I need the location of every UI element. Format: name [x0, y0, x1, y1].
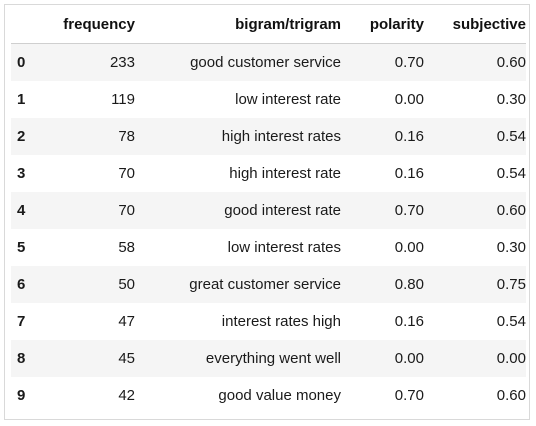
polarity-column-header: polarity — [341, 5, 424, 44]
table-row: 0 233 good customer service 0.70 0.60 — [11, 43, 526, 81]
bigram-trigram-cell: interest rates high — [221, 313, 341, 330]
table-row: 3 70 high interest rate 0.16 0.54 — [11, 155, 526, 192]
subjective-column-header: subjective — [424, 5, 526, 44]
polarity-cell: 0.70 — [394, 387, 424, 404]
dataframe-output: frequency bigram/trigram polarity subjec… — [4, 4, 530, 420]
frequency-cell: 70 — [118, 202, 135, 219]
polarity-cell: 0.80 — [394, 276, 424, 293]
polarity-cell: 0.16 — [394, 313, 424, 330]
dataframe-table: frequency bigram/trigram polarity subjec… — [11, 5, 526, 414]
row-index-cell: 4 — [17, 202, 26, 219]
frequency-cell: 42 — [118, 387, 135, 404]
row-index-cell: 8 — [17, 350, 26, 367]
subjective-cell: 0.60 — [496, 202, 526, 219]
table-row: 4 70 good interest rate 0.70 0.60 — [11, 192, 526, 229]
frequency-cell: 47 — [118, 313, 135, 330]
subjective-cell: 0.30 — [496, 91, 526, 108]
polarity-cell: 0.70 — [394, 54, 424, 71]
bigram-trigram-cell: good interest rate — [224, 202, 341, 219]
subjective-cell: 0.00 — [496, 350, 526, 367]
polarity-cell: 0.00 — [394, 350, 424, 367]
bigram-trigram-cell: good customer service — [190, 54, 341, 71]
frequency-cell: 233 — [109, 54, 135, 71]
index-column-header — [11, 5, 47, 44]
polarity-cell: 0.16 — [394, 128, 424, 145]
frequency-cell: 58 — [118, 239, 135, 256]
polarity-cell: 0.00 — [394, 239, 424, 256]
subjective-cell: 0.54 — [496, 165, 526, 182]
frequency-cell: 119 — [111, 91, 135, 108]
table-row: 7 47 interest rates high 0.16 0.54 — [11, 303, 526, 340]
bigram-trigram-cell: high interest rate — [229, 165, 341, 182]
table-row: 1 119 low interest rate 0.00 0.30 — [11, 81, 526, 118]
bigram-trigram-cell: good value money — [218, 387, 341, 404]
row-index-cell: 1 — [17, 91, 26, 108]
subjective-cell: 0.75 — [496, 276, 526, 293]
bigram-trigram-cell: great customer service — [189, 276, 341, 293]
polarity-cell: 0.70 — [394, 202, 424, 219]
frequency-cell: 70 — [118, 165, 135, 182]
bigram-trigram-cell: high interest rates — [221, 128, 341, 145]
table-body: 0 233 good customer service 0.70 0.60 1 119 low… — [11, 43, 526, 414]
bigram-trigram-cell: low interest rates — [227, 239, 341, 256]
subjective-cell: 0.54 — [496, 313, 526, 330]
table-row: 5 58 low interest rates 0.00 0.30 — [11, 229, 526, 266]
table-header: frequency bigram/trigram polarity subjec… — [11, 5, 526, 44]
subjective-cell: 0.54 — [496, 128, 526, 145]
row-index-cell: 2 — [17, 128, 26, 145]
polarity-cell: 0.00 — [394, 91, 424, 108]
row-index-cell: 7 — [17, 313, 26, 330]
bigram-trigram-cell: everything went well — [205, 350, 341, 367]
row-index-cell: 5 — [17, 239, 26, 256]
row-index-cell: 9 — [17, 387, 26, 404]
row-index-cell: 0 — [17, 54, 26, 71]
polarity-cell: 0.16 — [394, 165, 424, 182]
frequency-cell: 50 — [118, 276, 135, 293]
table-row: 2 78 high interest rates 0.16 0.54 — [11, 118, 526, 155]
row-index-cell: 6 — [17, 276, 26, 293]
table-row: 8 45 everything went well 0.00 0.00 — [11, 340, 526, 377]
table-row: 9 42 good value money 0.70 0.60 — [11, 377, 526, 414]
frequency-cell: 78 — [118, 128, 135, 145]
subjective-cell: 0.60 — [496, 387, 526, 404]
frequency-cell: 45 — [118, 350, 135, 367]
row-index-cell: 3 — [17, 165, 26, 182]
subjective-cell: 0.60 — [496, 54, 526, 71]
subjective-cell: 0.30 — [496, 239, 526, 256]
frequency-column-header: frequency — [47, 5, 135, 44]
bigram-trigram-cell: low interest rate — [235, 91, 341, 108]
bigram-trigram-column-header: bigram/trigram — [135, 5, 341, 44]
header-row: frequency bigram/trigram polarity subjec… — [11, 5, 526, 44]
table-row: 6 50 great customer service 0.80 0.75 — [11, 266, 526, 303]
